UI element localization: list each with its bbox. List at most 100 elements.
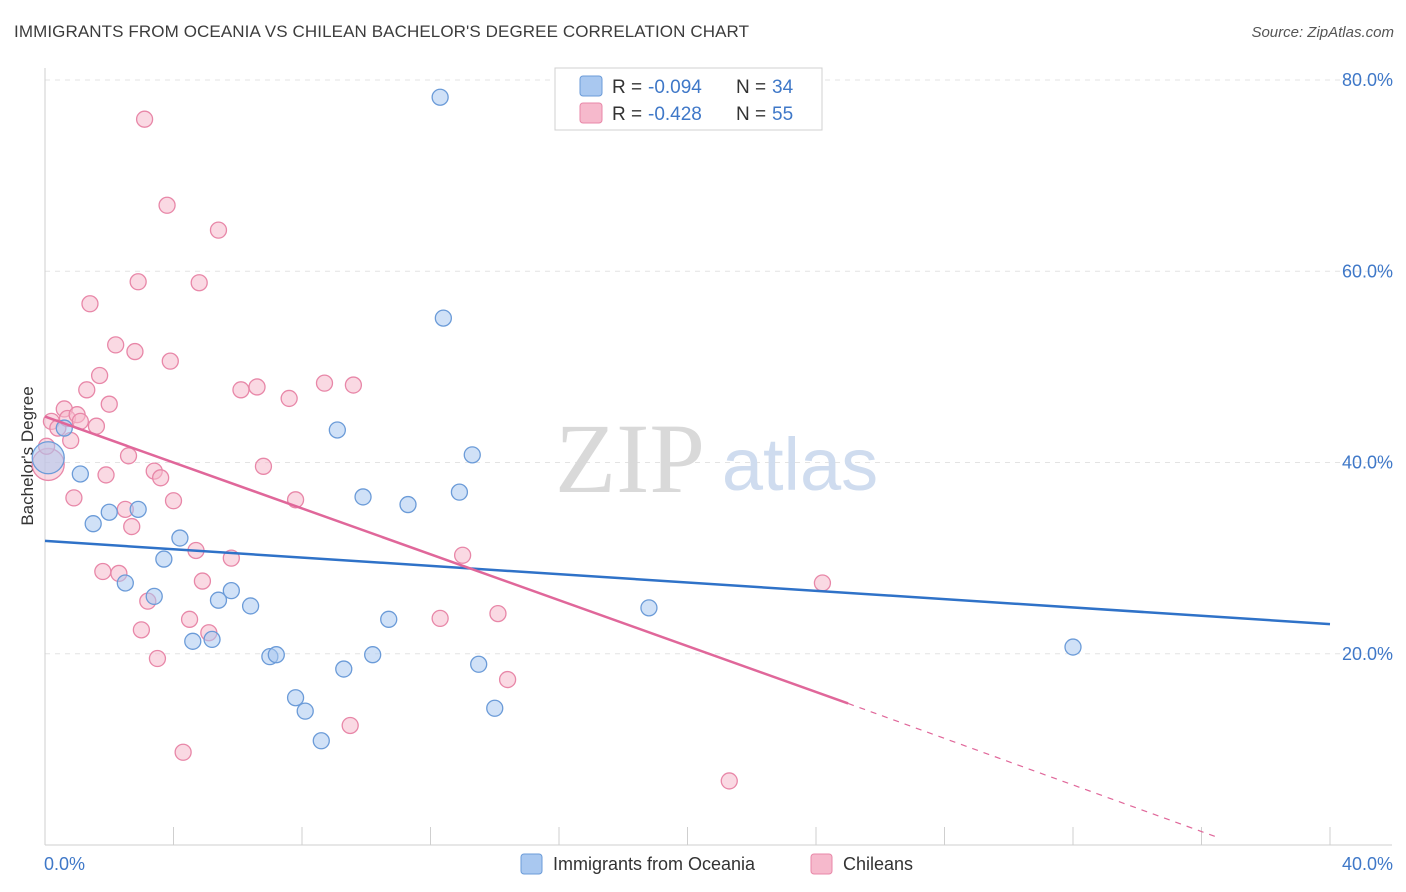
- watermark-zip: ZIP: [555, 403, 705, 514]
- chileans-point: [431, 609, 449, 628]
- oceania-point: [364, 646, 382, 664]
- bottom-legend-swatch-oceania: [520, 853, 543, 875]
- oceania-point: [171, 529, 189, 547]
- oceania-point: [640, 599, 658, 617]
- oceania-trendline: [44, 539, 1331, 626]
- oceania-point: [328, 421, 346, 439]
- oceania-point: [286, 689, 305, 707]
- oceania-point: [155, 550, 173, 568]
- bottom-legend-chileans: Chileans: [843, 854, 913, 874]
- oceania-point: [241, 597, 260, 615]
- chileans-point: [158, 196, 176, 214]
- chileans-point: [248, 378, 266, 396]
- chileans-point: [315, 374, 334, 392]
- chileans-point: [489, 604, 507, 623]
- bottom-legend-oceania: Immigrants from Oceania: [553, 854, 756, 874]
- chileans-point: [151, 469, 170, 487]
- axes: [44, 68, 1392, 846]
- oceania-point: [84, 515, 102, 533]
- y-tick-label-1: 40.0%: [1342, 453, 1393, 473]
- oceania-points: [31, 88, 1082, 750]
- oceania-point: [222, 581, 240, 600]
- chileans-point: [498, 670, 517, 689]
- chileans-point: [119, 447, 138, 465]
- oceania-point: [470, 655, 488, 673]
- chileans-trendline-extension: [847, 702, 1218, 838]
- oceania-point: [434, 309, 453, 327]
- legend-r-value-1: -0.094: [648, 77, 702, 98]
- oceania-point: [335, 660, 353, 678]
- x-tick-label-1: 40.0%: [1342, 854, 1393, 874]
- oceania-point: [431, 88, 449, 106]
- chileans-point: [123, 517, 141, 536]
- gridlines: [45, 79, 1392, 655]
- legend-n-label-1: N =: [736, 77, 766, 98]
- trendlines: [44, 415, 1331, 838]
- oceania-point: [399, 495, 417, 514]
- chileans-point: [65, 489, 83, 507]
- chileans-point: [209, 221, 228, 239]
- legend-swatch-chileans: [579, 102, 603, 124]
- chileans-point: [254, 457, 273, 475]
- chileans-point: [94, 562, 112, 581]
- tick-labels: 20.0% 40.0% 60.0% 80.0% 0.0% 40.0%: [44, 70, 1393, 874]
- chileans-point: [341, 716, 359, 735]
- chileans-points: [31, 110, 832, 790]
- legend-r-value-2: -0.428: [648, 104, 702, 125]
- y-tick-label-3: 80.0%: [1342, 70, 1393, 90]
- x-tick-label-0: 0.0%: [44, 854, 85, 874]
- chileans-point: [97, 466, 115, 484]
- oceania-point: [209, 591, 228, 609]
- chileans-point: [232, 381, 250, 399]
- oceania-point: [312, 732, 330, 750]
- oceania-point: [380, 610, 398, 628]
- oceania-point: [203, 630, 221, 649]
- chileans-point: [148, 649, 167, 668]
- chileans-point: [90, 366, 109, 385]
- watermark-atlas: atlas: [722, 423, 878, 506]
- chileans-point: [174, 743, 192, 761]
- source-credit: Source: ZipAtlas.com: [1251, 24, 1394, 41]
- oceania-point: [354, 488, 372, 506]
- legend-n-label-2: N =: [736, 104, 766, 125]
- y-tick-label-2: 60.0%: [1342, 261, 1393, 281]
- chileans-point: [161, 352, 179, 370]
- oceania-point: [296, 702, 314, 720]
- chileans-point: [135, 110, 154, 128]
- chileans-point: [344, 376, 363, 394]
- oceania-point: [486, 699, 504, 717]
- oceania-point: [145, 587, 163, 606]
- correlation-legend: R = -0.094 N = 34 R = -0.428 N = 55: [554, 67, 823, 131]
- chileans-point: [190, 274, 208, 292]
- oceania-point: [129, 500, 147, 519]
- y-tick-label-0: 20.0%: [1342, 644, 1393, 664]
- oceania-point: [71, 465, 89, 483]
- oceania-point: [267, 646, 285, 664]
- bottom-legend-swatch-chileans: [810, 853, 833, 875]
- legend-n-value-2: 55: [772, 104, 793, 125]
- chileans-point: [164, 492, 183, 510]
- chileans-point: [813, 574, 832, 592]
- oceania-point: [184, 632, 202, 650]
- legend-swatch-oceania: [579, 75, 603, 97]
- chileans-point: [78, 381, 96, 399]
- oceania-point: [450, 483, 469, 501]
- chileans-trendline: [44, 415, 849, 705]
- oceania-point: [31, 441, 65, 475]
- chileans-point: [100, 395, 118, 413]
- oceania-point: [1064, 638, 1082, 656]
- chileans-point: [126, 342, 144, 361]
- chileans-point: [107, 336, 125, 354]
- series-legend: Immigrants from Oceania Chileans: [520, 853, 913, 875]
- oceania-point: [463, 446, 481, 464]
- oceania-point: [100, 503, 118, 521]
- chileans-point: [132, 621, 151, 639]
- chileans-point: [81, 295, 99, 313]
- chileans-point: [453, 546, 472, 564]
- chileans-point: [180, 610, 199, 628]
- legend-n-value-1: 34: [772, 77, 794, 98]
- chileans-point: [280, 389, 298, 408]
- legend-r-label-2: R =: [612, 104, 642, 125]
- oceania-point: [116, 574, 134, 592]
